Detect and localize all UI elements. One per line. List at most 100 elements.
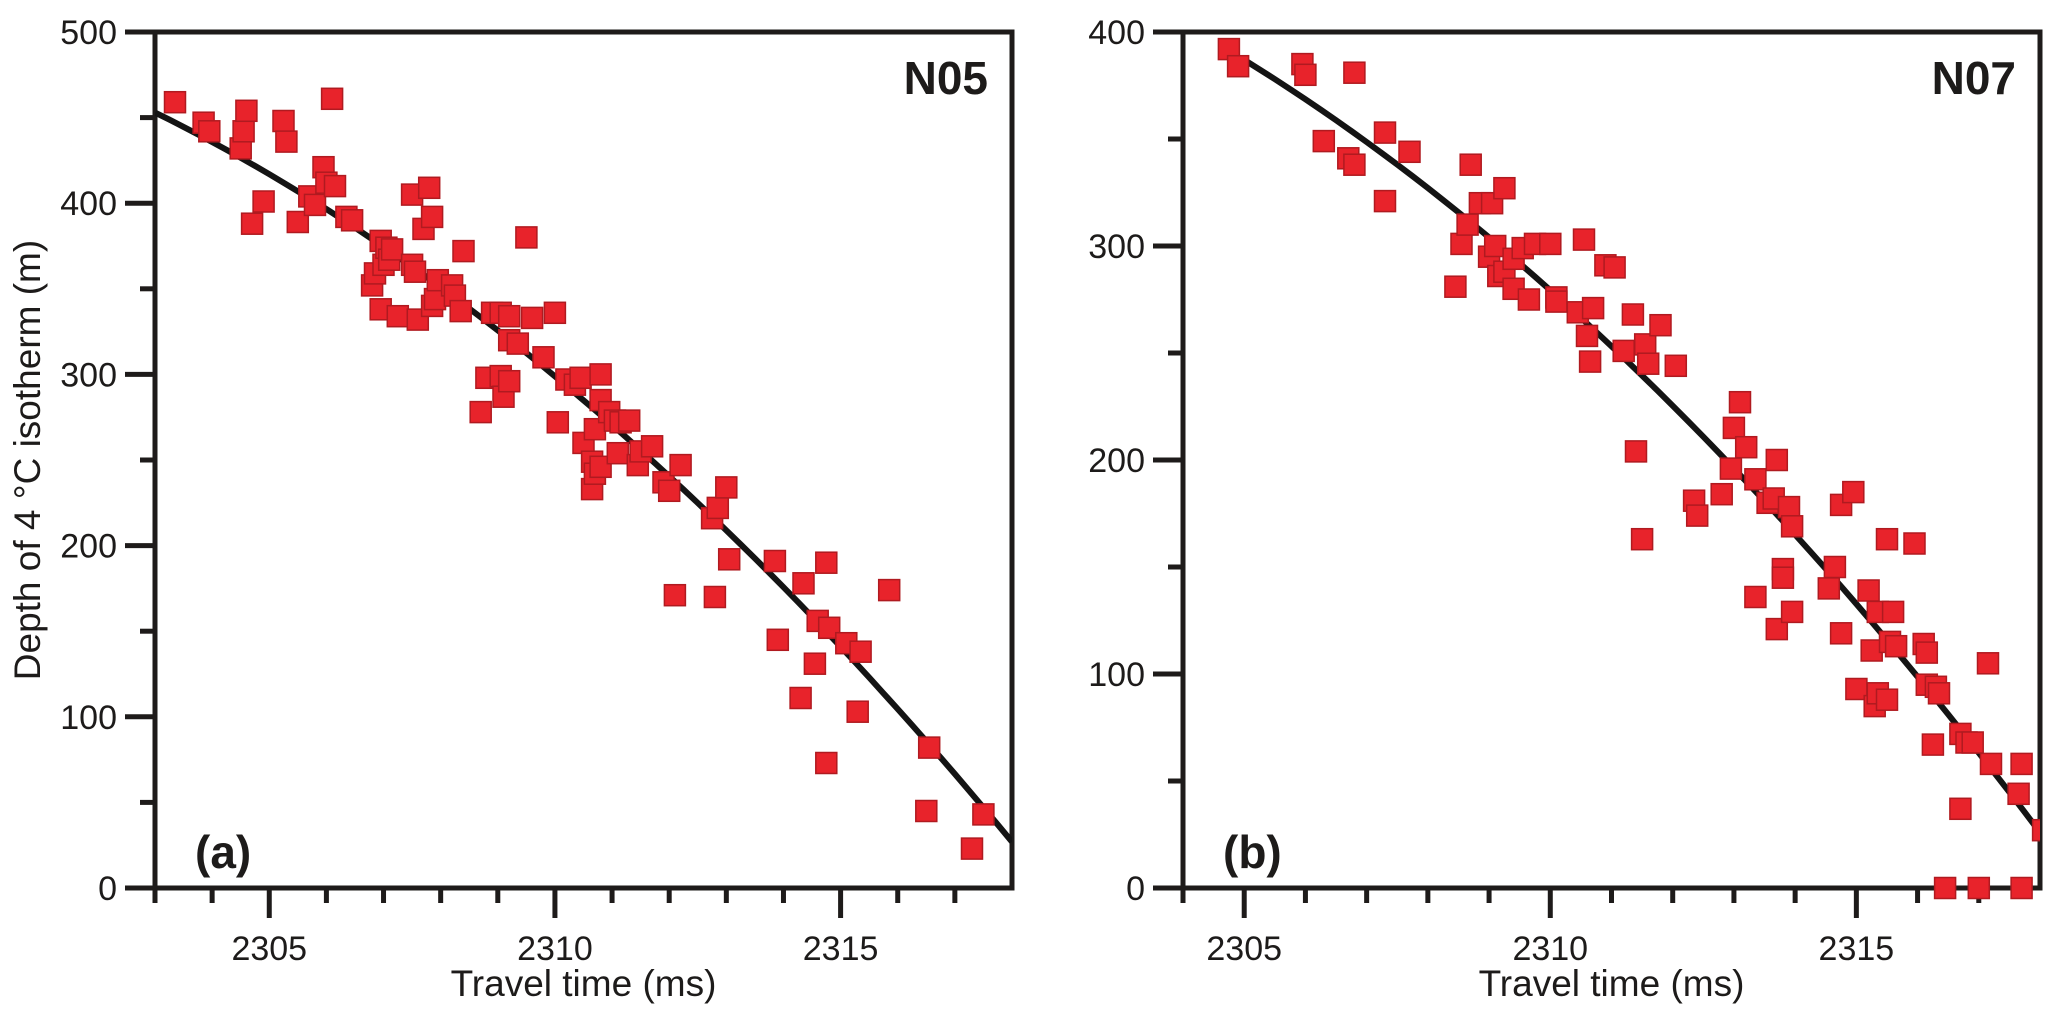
data-point xyxy=(1927,682,1951,705)
data-point xyxy=(1842,480,1865,504)
data-point xyxy=(2031,818,2040,842)
y-tick-label: 400 xyxy=(60,185,117,223)
data-point xyxy=(617,409,641,432)
data-point xyxy=(763,549,787,573)
data-point xyxy=(589,455,612,479)
data-point xyxy=(1771,566,1795,589)
data-point xyxy=(1603,256,1626,279)
data-point xyxy=(452,239,475,263)
data-point xyxy=(380,238,404,261)
data-point xyxy=(515,226,538,249)
data-point xyxy=(1780,515,1804,538)
data-point xyxy=(703,585,727,609)
data-point xyxy=(2010,876,2033,900)
data-point xyxy=(1744,585,1767,609)
data-point xyxy=(1398,140,1421,164)
x-tick-label: 2305 xyxy=(231,930,307,968)
data-point xyxy=(386,304,410,328)
data-point xyxy=(815,551,838,574)
y-tick-label: 400 xyxy=(1088,14,1145,52)
data-point xyxy=(766,628,790,652)
data-point xyxy=(1343,153,1366,176)
data-point xyxy=(1649,313,1672,337)
data-point xyxy=(1949,797,1972,821)
x-tick-label: 2315 xyxy=(803,930,879,968)
data-point xyxy=(1884,634,1908,658)
data-point xyxy=(817,616,841,640)
data-point xyxy=(917,736,941,759)
data-point xyxy=(1636,352,1660,375)
data-point xyxy=(1976,652,2000,675)
data-point xyxy=(198,120,221,143)
data-point xyxy=(1933,876,1957,900)
data-point xyxy=(640,435,664,458)
data-point xyxy=(1777,495,1801,519)
data-point xyxy=(497,369,521,393)
data-point xyxy=(1765,617,1789,641)
y-tick-label: 0 xyxy=(98,870,117,908)
data-point xyxy=(1343,61,1366,84)
data-point xyxy=(532,346,555,369)
y-tick-label: 100 xyxy=(60,699,117,737)
data-point xyxy=(960,837,984,860)
data-point xyxy=(506,332,530,355)
data-point xyxy=(1961,731,1984,754)
data-point xyxy=(417,176,441,200)
data-point xyxy=(1633,333,1657,356)
data-point xyxy=(669,453,692,477)
data-point xyxy=(1483,234,1507,258)
data-point xyxy=(1373,189,1397,213)
data-point xyxy=(1294,63,1317,87)
data-point xyxy=(1881,600,1905,624)
panel-letter-label: (a) xyxy=(195,826,251,878)
data-point xyxy=(1817,577,1841,600)
y-tick-label: 500 xyxy=(60,14,117,52)
x-tick-label: 2310 xyxy=(517,930,593,968)
data-point xyxy=(163,90,187,114)
data-point xyxy=(2010,752,2033,776)
data-point xyxy=(546,411,570,434)
data-point xyxy=(303,193,327,217)
data-point xyxy=(1226,54,1250,78)
data-point xyxy=(2007,782,2030,806)
x-tick-label: 2310 xyxy=(1512,930,1588,968)
data-point xyxy=(1722,416,1746,440)
data-point xyxy=(403,260,427,283)
data-point xyxy=(1710,482,1733,506)
data-point xyxy=(449,299,472,323)
data-point xyxy=(1921,733,1945,756)
data-point xyxy=(1456,213,1479,236)
data-point xyxy=(420,205,444,229)
data-point xyxy=(1979,752,2003,776)
data-point xyxy=(1621,303,1645,326)
plot-frame xyxy=(1180,29,2043,891)
data-point xyxy=(1517,288,1541,311)
data-point xyxy=(543,301,567,325)
data-point xyxy=(569,366,592,390)
data-point xyxy=(1450,232,1473,256)
data-point xyxy=(1875,688,1899,711)
station-label: N07 xyxy=(1932,52,2016,104)
data-point xyxy=(715,476,738,499)
data-point xyxy=(1823,555,1847,579)
data-point xyxy=(846,700,869,723)
data-point xyxy=(497,304,521,328)
data-point xyxy=(1719,457,1743,480)
data-point xyxy=(1545,290,1568,313)
data-point xyxy=(1493,176,1516,200)
data-point xyxy=(1829,622,1853,645)
data-point xyxy=(286,210,310,234)
data-point xyxy=(272,109,295,133)
x-axis-title: Travel time (ms) xyxy=(451,963,717,1004)
y-tick-label: 200 xyxy=(1088,442,1145,480)
data-point xyxy=(717,548,741,571)
data-point xyxy=(1734,435,1758,459)
data-point xyxy=(663,583,687,607)
data-point xyxy=(1459,153,1482,176)
data-point xyxy=(240,212,264,235)
data-point xyxy=(803,652,827,675)
data-point xyxy=(657,479,681,503)
x-tick-label: 2305 xyxy=(1206,930,1282,968)
